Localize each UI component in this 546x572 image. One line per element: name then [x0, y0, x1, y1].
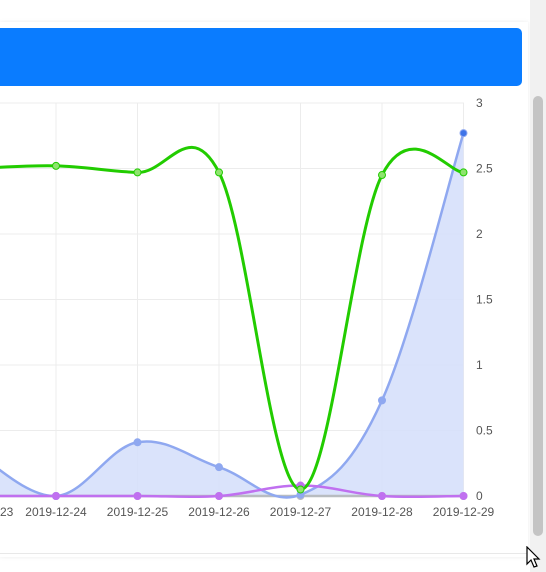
data-point-green[interactable] [215, 168, 223, 177]
data-point-green[interactable] [296, 485, 305, 494]
series-area-blue [0, 133, 464, 498]
y-tick-label: 0 [476, 489, 483, 503]
y-tick-label: 0.5 [476, 424, 493, 438]
x-tick-label: 2019-12-29 [433, 505, 495, 519]
area-layer [0, 133, 464, 498]
y-axis-ticks: 0 0.5 1 1.5 2 2.5 3 [476, 96, 493, 503]
points-layer [52, 129, 468, 500]
x-tick-label: 2019-12-27 [270, 505, 332, 519]
x-axis-ticks: 23 2019-12-24 2019-12-25 2019-12-26 2019-12-… [0, 505, 495, 519]
data-point-purple[interactable] [215, 492, 223, 500]
card-bottom-border [0, 553, 528, 554]
data-point-blue[interactable] [378, 396, 386, 405]
data-point-blue[interactable] [459, 129, 468, 138]
y-tick-label: 3 [476, 96, 483, 110]
data-point-blue[interactable] [133, 438, 142, 447]
data-point-purple[interactable] [52, 492, 60, 500]
x-tick-label: 2019-12-24 [25, 505, 87, 519]
y-tick-label: 2.5 [476, 162, 493, 176]
y-tick-label: 1.5 [476, 293, 493, 307]
x-tick-label: 2019-12-26 [188, 505, 250, 519]
data-point-green[interactable] [52, 161, 60, 170]
y-tick-label: 1 [476, 358, 483, 372]
x-tick-label: 2019-12-25 [107, 505, 169, 519]
card-header-bar [0, 28, 522, 86]
data-point-blue[interactable] [215, 463, 223, 472]
x-tick-label: 23 [0, 505, 14, 519]
data-point-green[interactable] [133, 168, 142, 177]
mouse-cursor-icon [526, 546, 541, 568]
data-point-green[interactable] [378, 171, 386, 180]
data-point-purple[interactable] [378, 492, 386, 500]
data-point-purple[interactable] [459, 492, 468, 500]
data-point-green[interactable] [459, 168, 468, 177]
scrollbar-thumb[interactable] [533, 96, 543, 536]
y-tick-label: 2 [476, 227, 483, 241]
x-tick-label: 2019-12-28 [351, 505, 413, 519]
series-line-blue [0, 132, 465, 499]
data-point-purple[interactable] [133, 492, 142, 500]
